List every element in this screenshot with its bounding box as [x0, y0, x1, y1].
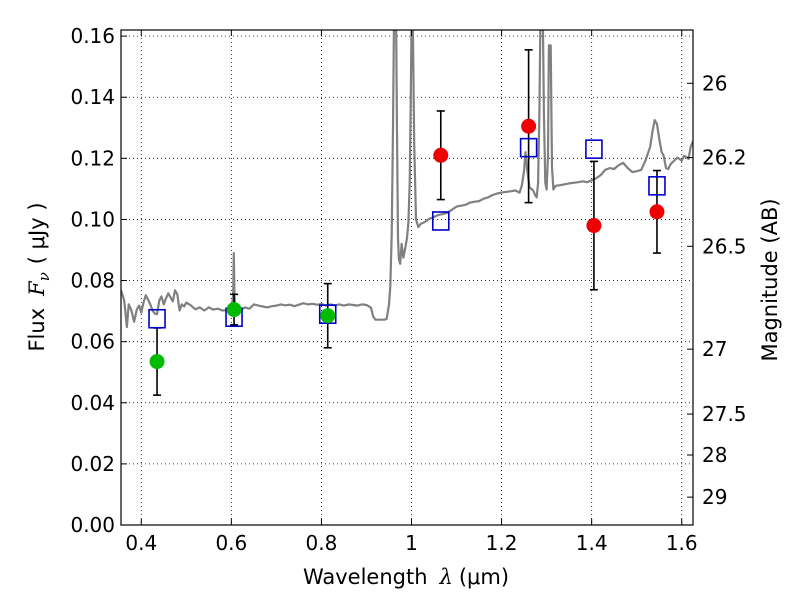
y-axis-label-symbol: F	[25, 280, 49, 297]
y-tick-label: 0.04	[70, 391, 115, 415]
y-axis-label-unit: ( μJy )	[25, 202, 49, 264]
y-axis-label: Flux Fν ( μJy )	[25, 202, 53, 351]
x-axis-label-symbol: λ	[439, 565, 453, 589]
x-tick-label: 1.2	[486, 531, 518, 555]
spectrum-line	[121, 30, 693, 329]
x-axis-label-prefix: Wavelength	[303, 565, 428, 589]
x-tick-label: 1	[405, 531, 418, 555]
optical-point-marker	[149, 354, 165, 370]
y2-tick-label: 26	[702, 71, 727, 95]
model-square-marker	[148, 308, 166, 329]
y-tick-label: 0.10	[70, 207, 115, 231]
y2-tick-label: 26.2	[702, 146, 747, 170]
y-tick-label: 0.14	[70, 85, 115, 109]
x-tick-label: 0.6	[215, 531, 247, 555]
y-tick-label: 0.16	[70, 24, 115, 48]
nir-point-marker	[586, 218, 602, 234]
y-tick-label: 0.02	[70, 452, 115, 476]
y-axis-label-prefix: Flux	[25, 308, 49, 352]
y2-tick-label: 27	[702, 337, 727, 361]
y-tick-label: 0.06	[70, 330, 115, 354]
y2-axis-label: Magnitude (AB)	[758, 198, 782, 361]
nir-point-marker	[649, 204, 665, 220]
x-tick-label: 0.4	[125, 531, 157, 555]
y-tick-label: 0.08	[70, 269, 115, 293]
y-axis-label-subscript: ν	[35, 272, 53, 281]
y2-tick-label: 27.5	[702, 402, 747, 426]
plot-area	[121, 30, 693, 329]
optical-point-marker	[320, 308, 336, 324]
x-axis-label: Wavelength λ (μm)	[303, 565, 509, 589]
x-tick-label: 0.8	[306, 531, 338, 555]
model-square-marker	[648, 176, 666, 196]
optical-point-marker	[226, 302, 242, 318]
model-square-marker	[585, 139, 603, 159]
x-tick-label: 1.6	[666, 531, 698, 555]
data-markers	[148, 49, 666, 396]
nir-point-marker	[433, 147, 449, 163]
model-square-marker	[431, 211, 450, 231]
plot-frame	[120, 29, 694, 526]
nir-point-marker	[521, 118, 537, 134]
y2-tick-label: 29	[702, 485, 727, 509]
y2-tick-label: 26.5	[702, 234, 747, 258]
axis-ticks: 0.4 0.6 0.8 1 1.2 1.4 1.6 0.00 0.02 0.04 0.06 0.08 0…	[70, 24, 746, 555]
y-tick-label: 0.00	[70, 513, 115, 537]
y2-tick-label: 28	[702, 443, 727, 467]
y-tick-label: 0.12	[70, 146, 115, 170]
x-axis-label-unit: (μm)	[459, 565, 509, 589]
model-square-marker	[519, 137, 538, 158]
x-tick-label: 1.4	[576, 531, 608, 555]
